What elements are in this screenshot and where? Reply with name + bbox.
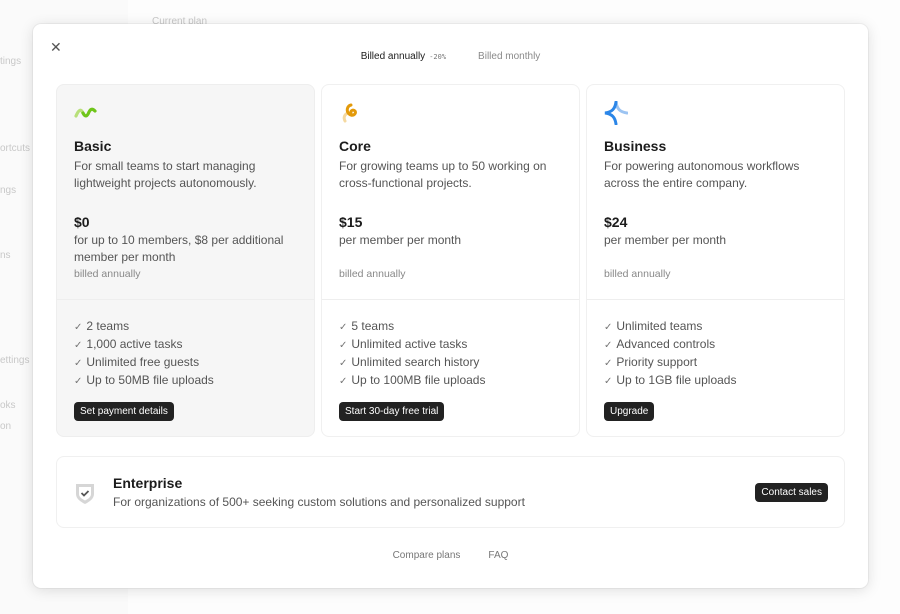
pricing-modal: ✕ Billed annually -20% Billed monthly Bas… [33, 24, 868, 588]
feature-item: ✓ Unlimited teams [604, 319, 703, 333]
feature-item: ✓ Advanced controls [604, 337, 716, 351]
plan-price-detail: per member per month [339, 233, 462, 247]
bg-fragment: on [0, 421, 12, 432]
feature-item: ✓ Priority support [604, 355, 698, 369]
plan-description: For powering autonomous workflows across… [604, 159, 800, 190]
feature-item: ✓ 2 teams [74, 319, 130, 333]
green-wave-icon [74, 107, 97, 118]
feature-list: ✓ 5 teams ✓ Unlimited active tasks ✓ Unlimi… [322, 300, 579, 390]
billed-annually-tab[interactable]: Billed annually -20% [361, 51, 446, 62]
check-icon: ✓ [339, 358, 348, 369]
check-icon: ✓ [74, 322, 83, 333]
check-icon: ✓ [604, 340, 613, 351]
check-icon: ✓ [604, 358, 613, 369]
feature-item: ✓ Up to 50MB file uploads [74, 373, 214, 387]
plan-price: $0 [74, 214, 90, 230]
check-icon: ✓ [339, 322, 348, 333]
check-icon: ✓ [74, 358, 83, 369]
blue-sparkle-icon [604, 100, 629, 126]
plan-card-core: Core For growing teams up to 50 working … [321, 84, 580, 437]
check-icon: ✓ [604, 376, 613, 387]
shield-check-icon [76, 484, 94, 504]
plan-price: $15 [339, 214, 363, 230]
discount-badge: -20% [429, 53, 447, 61]
bg-fragment: ngs [0, 185, 17, 196]
enterprise-card: Enterprise For organizations of 500+ see… [56, 456, 845, 528]
contact-sales-button[interactable]: Contact sales [755, 483, 828, 502]
feature-list: ✓ 2 teams ✓ 1,000 active tasks ✓ Unlimited … [57, 300, 314, 390]
faq-link[interactable]: FAQ [488, 550, 509, 561]
bg-fragment: ortcuts [0, 143, 31, 154]
bg-fragment: ns [0, 250, 11, 261]
plan-billed: billed annually [339, 268, 406, 280]
check-icon: ✓ [339, 376, 348, 387]
feature-item: ✓ Unlimited active tasks [339, 337, 468, 351]
plan-price: $24 [604, 214, 628, 230]
check-icon: ✓ [74, 340, 83, 351]
billing-toggle: Billed annually -20% Billed monthly [33, 51, 868, 62]
bg-current-plan: Current plan [152, 16, 208, 27]
billed-monthly-tab[interactable]: Billed monthly [478, 51, 541, 62]
check-icon: ✓ [74, 376, 83, 387]
plan-price-detail: per member per month [604, 233, 727, 247]
footer-links: Compare plans FAQ [33, 550, 868, 561]
feature-item: ✓ 1,000 active tasks [74, 337, 183, 351]
set-payment-details-button[interactable]: Set payment details [74, 402, 174, 421]
plan-name: Basic [74, 138, 112, 154]
upgrade-button[interactable]: Upgrade [604, 402, 655, 421]
feature-item: ✓ Unlimited search history [339, 355, 480, 369]
start-trial-button[interactable]: Start 30-day free trial [339, 402, 445, 421]
plan-name: Core [339, 138, 371, 154]
plan-card-basic: Basic For small teams to start managing … [56, 84, 315, 437]
plan-billed: billed annually [604, 268, 671, 280]
feature-item: ✓ Up to 1GB file uploads [604, 373, 737, 387]
plan-price-detail: for up to 10 members, $8 per additional … [74, 233, 284, 264]
check-icon: ✓ [339, 340, 348, 351]
plan-billed: billed annually [74, 268, 141, 280]
plan-description: For small teams to start managing lightw… [74, 159, 257, 190]
enterprise-description: For organizations of 500+ seeking custom… [113, 495, 525, 509]
check-icon: ✓ [604, 322, 613, 333]
bg-fragment: ettings [0, 355, 30, 366]
bg-fragment: oks [0, 400, 16, 411]
billed-annually-label: Billed annually [360, 51, 426, 62]
plan-name: Business [604, 138, 667, 154]
close-icon[interactable]: ✕ [50, 39, 62, 55]
plan-card-business: Business For powering autonomous workflo… [586, 84, 845, 437]
compare-plans-link[interactable]: Compare plans [392, 550, 461, 561]
feature-list: ✓ Unlimited teams ✓ Advanced controls ✓ Pri… [587, 300, 844, 390]
feature-item: ✓ Up to 100MB file uploads [339, 373, 486, 387]
plan-description: For growing teams up to 50 working on cr… [339, 159, 547, 190]
bg-fragment: tings [0, 56, 22, 67]
feature-item: ✓ Unlimited free guests [74, 355, 200, 369]
enterprise-title: Enterprise [113, 475, 183, 491]
feature-item: ✓ 5 teams [339, 319, 395, 333]
orange-swirl-icon [342, 103, 357, 123]
